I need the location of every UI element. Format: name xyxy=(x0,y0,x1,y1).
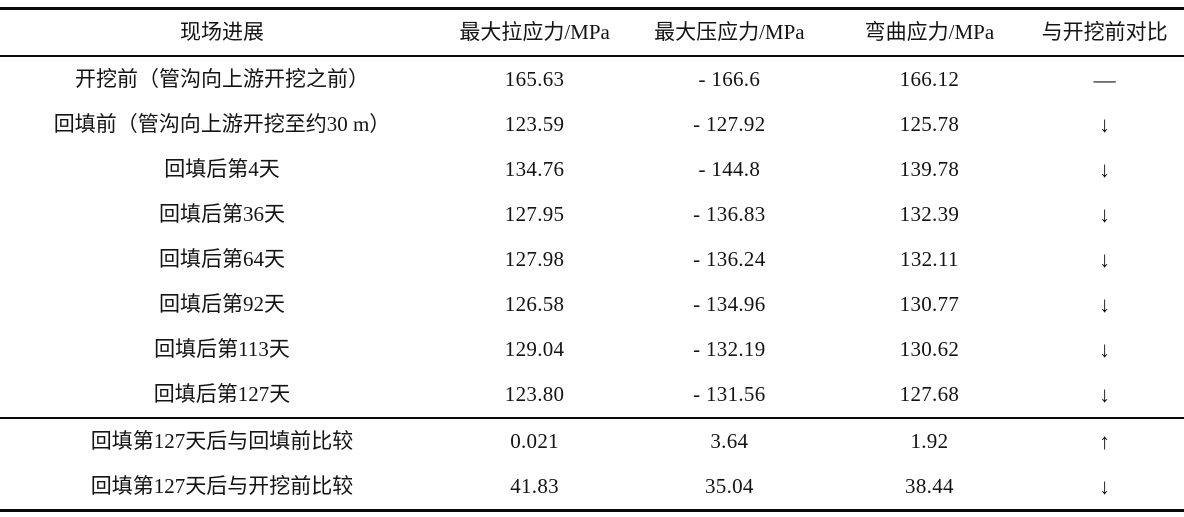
cell-tensile-stress: 134.76 xyxy=(504,157,565,181)
column-header-stage: 现场进展 xyxy=(180,20,264,44)
cell-tensile-stress: 0.021 xyxy=(510,429,559,453)
cell-stage: 回填后第36天 xyxy=(159,202,285,226)
cell-bending-stress: 130.77 xyxy=(899,292,960,316)
cell-compressive-stress: 35.04 xyxy=(704,474,754,498)
cell-stage: 开挖前（管沟向上游开挖之前） xyxy=(75,67,369,91)
summary-row: 回填第127天后与回填前比较 0.021 3.64 1.92 ↑ xyxy=(0,418,1184,464)
cell-bending-stress: 125.78 xyxy=(899,112,960,136)
cell-tensile-stress: 126.58 xyxy=(504,292,565,316)
cell-comparison: ↓ xyxy=(1099,156,1111,182)
table-row: 回填后第127天 123.80 - 131.56 127.68 ↓ xyxy=(0,372,1184,418)
cell-tensile-stress: 123.80 xyxy=(504,382,565,406)
cell-bending-stress: 127.68 xyxy=(899,382,960,406)
cell-bending-stress: 166.12 xyxy=(899,67,960,91)
cell-comparison: ↑ xyxy=(1099,428,1111,454)
cell-comparison: ↓ xyxy=(1099,291,1111,317)
cell-compressive-stress: - 134.96 xyxy=(693,292,766,316)
table-row: 回填后第36天 127.95 - 136.83 132.39 ↓ xyxy=(0,192,1184,237)
cell-tensile-stress: 41.83 xyxy=(510,474,559,498)
cell-comparison: ↓ xyxy=(1099,201,1111,227)
cell-compressive-stress: - 131.56 xyxy=(693,382,766,406)
cell-stage: 回填第127天后与回填前比较 xyxy=(90,429,354,453)
column-header-bending-stress: 弯曲应力/MPa xyxy=(864,20,995,44)
cell-stage: 回填后第127天 xyxy=(153,382,291,406)
cell-compressive-stress: - 144.8 xyxy=(698,157,761,181)
column-header-comparison: 与开挖前对比 xyxy=(1041,20,1168,44)
cell-comparison: ↓ xyxy=(1099,111,1111,137)
column-header-tensile-stress: 最大拉应力/MPa xyxy=(459,20,610,44)
cell-comparison: ↓ xyxy=(1099,473,1111,499)
column-header-compressive-stress: 最大压应力/MPa xyxy=(654,20,805,44)
header-row: 现场进展 最大拉应力/MPa 最大压应力/MPa 弯曲应力/MPa 与开挖前对比 xyxy=(0,9,1184,56)
table-row: 回填后第113天 129.04 - 132.19 130.62 ↓ xyxy=(0,327,1184,372)
stress-table: 现场进展 最大拉应力/MPa 最大压应力/MPa 弯曲应力/MPa 与开挖前对比… xyxy=(0,7,1184,512)
cell-bending-stress: 130.62 xyxy=(899,337,960,361)
cell-compressive-stress: - 132.19 xyxy=(693,337,766,361)
cell-comparison: ↓ xyxy=(1099,336,1111,362)
cell-bending-stress: 132.39 xyxy=(899,202,960,226)
cell-comparison: ↓ xyxy=(1099,381,1111,407)
cell-stage: 回填第127天后与开挖前比较 xyxy=(90,474,354,498)
cell-bending-stress: 132.11 xyxy=(900,247,959,271)
table-row: 回填后第4天 134.76 - 144.8 139.78 ↓ xyxy=(0,147,1184,192)
cell-tensile-stress: 165.63 xyxy=(504,67,565,91)
cell-bending-stress: 1.92 xyxy=(910,429,949,453)
summary-row: 回填第127天后与开挖前比较 41.83 35.04 38.44 ↓ xyxy=(0,464,1184,511)
cell-tensile-stress: 123.59 xyxy=(504,112,565,136)
cell-compressive-stress: - 136.24 xyxy=(693,247,766,271)
cell-compressive-stress: 3.64 xyxy=(710,429,749,453)
cell-comparison: — xyxy=(1093,66,1116,92)
table-row: 回填前（管沟向上游开挖至约30 m） 123.59 - 127.92 125.7… xyxy=(0,102,1184,147)
cell-compressive-stress: - 127.92 xyxy=(693,112,766,136)
cell-stage: 回填前（管沟向上游开挖至约30 m） xyxy=(53,112,391,136)
cell-tensile-stress: 127.95 xyxy=(504,202,565,226)
cell-compressive-stress: - 166.6 xyxy=(698,67,761,91)
cell-bending-stress: 38.44 xyxy=(905,474,954,498)
cell-stage: 回填后第113天 xyxy=(154,337,290,361)
cell-stage: 回填后第92天 xyxy=(159,292,285,316)
cell-tensile-stress: 129.04 xyxy=(504,337,565,361)
table-row: 开挖前（管沟向上游开挖之前） 165.63 - 166.6 166.12 — xyxy=(0,56,1184,102)
cell-comparison: ↓ xyxy=(1099,246,1111,272)
cell-stage: 回填后第4天 xyxy=(164,157,280,181)
cell-stage: 回填后第64天 xyxy=(159,247,285,271)
cell-compressive-stress: - 136.83 xyxy=(693,202,766,226)
table-row: 回填后第92天 126.58 - 134.96 130.77 ↓ xyxy=(0,282,1184,327)
cell-bending-stress: 139.78 xyxy=(899,157,960,181)
cell-tensile-stress: 127.98 xyxy=(504,247,565,271)
table-row: 回填后第64天 127.98 - 136.24 132.11 ↓ xyxy=(0,237,1184,282)
